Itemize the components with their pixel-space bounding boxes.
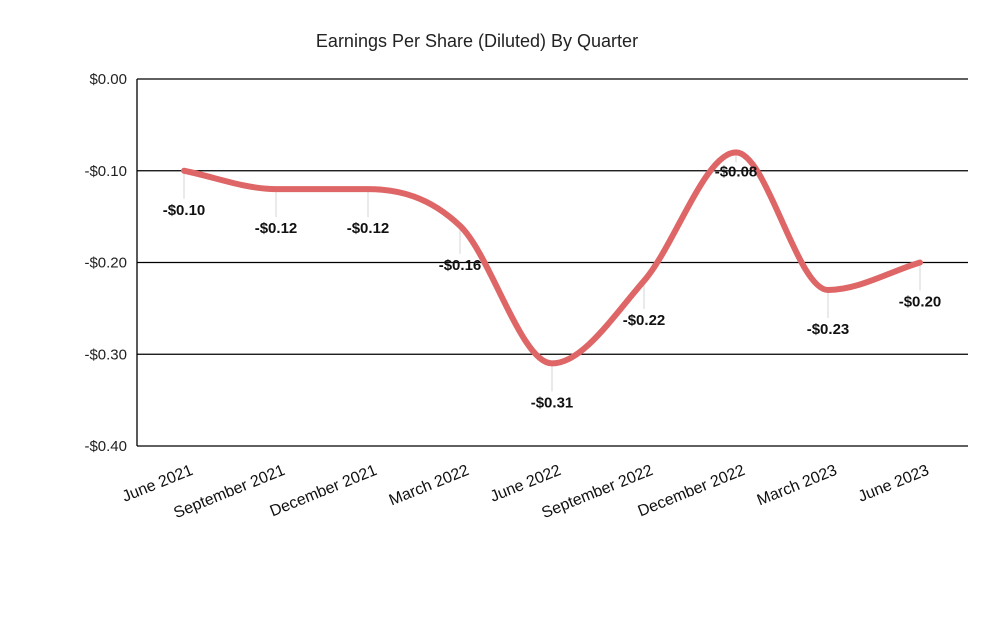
data-label: -$0.20 (899, 294, 942, 311)
y-axis-ticks: $0.00 -$0.10 -$0.20 -$0.30 -$0.40 (84, 71, 127, 455)
gridlines (136, 78, 968, 447)
data-label: -$0.10 (163, 202, 206, 219)
data-label: -$0.12 (255, 220, 298, 237)
x-tick-label: June 2023 (856, 462, 932, 506)
data-label: -$0.23 (807, 321, 850, 338)
x-tick-label: June 2022 (488, 462, 564, 506)
data-label: -$0.08 (715, 163, 758, 180)
y-tick-label: -$0.40 (84, 438, 127, 455)
label-guides (183, 152, 921, 392)
data-label: -$0.31 (531, 394, 574, 411)
y-tick-label: -$0.10 (84, 163, 127, 180)
chart-title: Earnings Per Share (Diluted) By Quarter (316, 31, 638, 51)
data-label: -$0.12 (347, 220, 390, 237)
y-tick-label: -$0.30 (84, 346, 127, 363)
x-tick-label: June 2021 (120, 462, 196, 506)
x-tick-label: March 2023 (755, 462, 840, 509)
y-tick-label: -$0.20 (84, 255, 127, 272)
x-tick-label: March 2022 (387, 462, 472, 509)
data-labels: -$0.10 -$0.12 -$0.12 -$0.16 -$0.31 -$0.22 -$0.… (163, 163, 942, 411)
series-line (181, 149, 923, 367)
data-label: -$0.22 (623, 312, 666, 329)
y-tick-label: $0.00 (89, 71, 127, 88)
data-label: -$0.16 (439, 257, 482, 274)
series-group (181, 149, 923, 367)
